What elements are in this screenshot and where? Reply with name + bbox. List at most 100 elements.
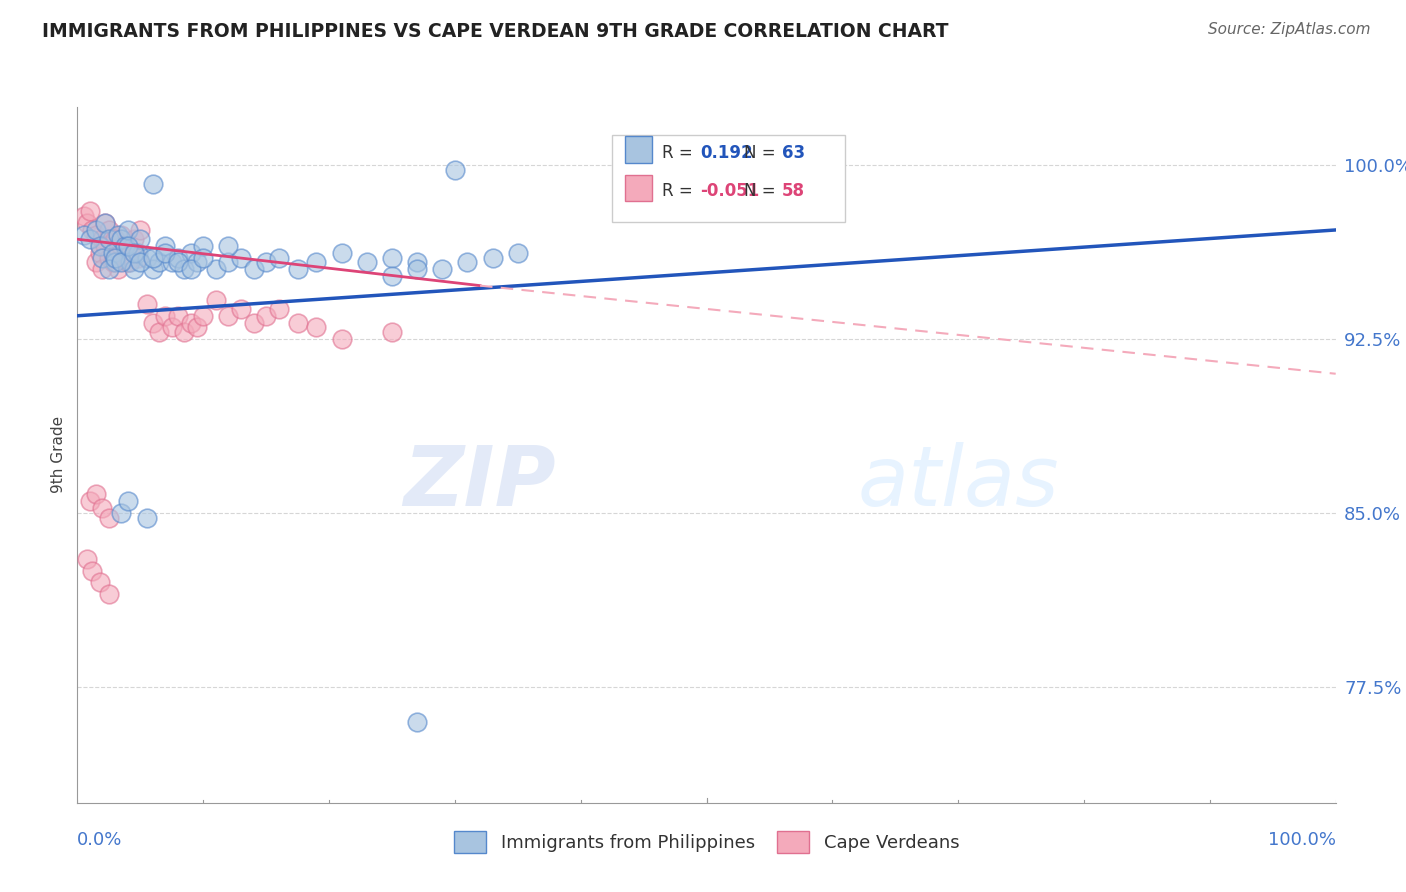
Point xyxy=(142,251,165,265)
Point xyxy=(242,316,264,330)
Point xyxy=(79,204,101,219)
Point xyxy=(305,320,328,334)
Point xyxy=(89,575,111,590)
Point xyxy=(110,232,132,246)
Point xyxy=(91,232,114,246)
Point xyxy=(110,506,132,520)
Point xyxy=(91,501,114,516)
Point xyxy=(101,255,124,269)
Point xyxy=(117,494,139,508)
Point xyxy=(381,251,404,265)
Point xyxy=(186,255,208,269)
FancyBboxPatch shape xyxy=(612,135,845,222)
Point xyxy=(89,239,111,253)
Point xyxy=(267,251,290,265)
Point xyxy=(167,255,190,269)
Point xyxy=(406,255,429,269)
Text: 100.0%: 100.0% xyxy=(1268,830,1336,848)
Point xyxy=(155,309,177,323)
Point xyxy=(148,255,170,269)
Point xyxy=(120,255,142,269)
Point xyxy=(135,297,157,311)
Point xyxy=(76,216,98,230)
Point xyxy=(110,255,132,269)
Point xyxy=(84,223,107,237)
Point xyxy=(91,262,114,277)
Point xyxy=(122,232,145,246)
Point xyxy=(104,251,127,265)
Point xyxy=(381,269,404,284)
Point xyxy=(229,251,252,265)
Point xyxy=(94,239,117,253)
Point xyxy=(155,239,177,253)
Point xyxy=(97,232,120,246)
Bar xyxy=(624,175,652,201)
Point xyxy=(173,262,195,277)
Point xyxy=(107,227,129,242)
Point xyxy=(114,239,136,253)
Point xyxy=(155,246,177,260)
Point xyxy=(101,246,124,260)
Point xyxy=(94,216,117,230)
Point xyxy=(356,255,378,269)
Point xyxy=(406,714,429,729)
Point xyxy=(167,309,190,323)
Point xyxy=(406,262,429,277)
Point xyxy=(180,262,202,277)
Point xyxy=(135,251,157,265)
Point xyxy=(160,255,183,269)
Text: R =: R = xyxy=(662,182,699,200)
Point xyxy=(160,320,183,334)
Point xyxy=(84,227,107,242)
Point xyxy=(444,162,467,177)
Text: ZIP: ZIP xyxy=(404,442,555,524)
Text: IMMIGRANTS FROM PHILIPPINES VS CAPE VERDEAN 9TH GRADE CORRELATION CHART: IMMIGRANTS FROM PHILIPPINES VS CAPE VERD… xyxy=(42,22,949,41)
Point xyxy=(191,239,215,253)
Point xyxy=(129,223,152,237)
Point xyxy=(79,494,101,508)
Point xyxy=(84,255,107,269)
Point xyxy=(180,246,202,260)
Point xyxy=(110,239,132,253)
Point xyxy=(217,309,239,323)
Legend: Immigrants from Philippines, Cape Verdeans: Immigrants from Philippines, Cape Verdea… xyxy=(447,823,966,860)
Point xyxy=(101,251,124,265)
Text: atlas: atlas xyxy=(858,442,1059,524)
Point xyxy=(120,246,142,260)
Point xyxy=(142,262,165,277)
Point xyxy=(104,232,127,246)
Text: N =: N = xyxy=(744,182,782,200)
Point xyxy=(97,262,120,277)
Point xyxy=(330,246,353,260)
Point xyxy=(173,325,195,339)
Point xyxy=(167,251,190,265)
Point xyxy=(506,246,529,260)
Point xyxy=(217,239,239,253)
Point xyxy=(94,216,117,230)
Point xyxy=(97,510,120,524)
Point xyxy=(191,309,215,323)
Point xyxy=(229,301,252,316)
Point xyxy=(127,246,149,260)
Text: 63: 63 xyxy=(782,144,806,162)
Point xyxy=(204,293,226,307)
Point xyxy=(186,320,208,334)
Point xyxy=(82,564,104,578)
Y-axis label: 9th Grade: 9th Grade xyxy=(51,417,66,493)
Point xyxy=(129,255,152,269)
Point xyxy=(79,232,101,246)
Point xyxy=(114,239,136,253)
Point xyxy=(481,251,503,265)
Point xyxy=(330,332,353,346)
Point xyxy=(148,325,170,339)
Point xyxy=(180,316,202,330)
Point xyxy=(107,262,129,277)
Bar xyxy=(624,136,652,162)
Point xyxy=(89,239,111,253)
Point xyxy=(117,255,139,269)
Point xyxy=(104,232,127,246)
Point xyxy=(129,232,152,246)
Point xyxy=(89,246,111,260)
Point xyxy=(287,316,309,330)
Point xyxy=(142,316,165,330)
